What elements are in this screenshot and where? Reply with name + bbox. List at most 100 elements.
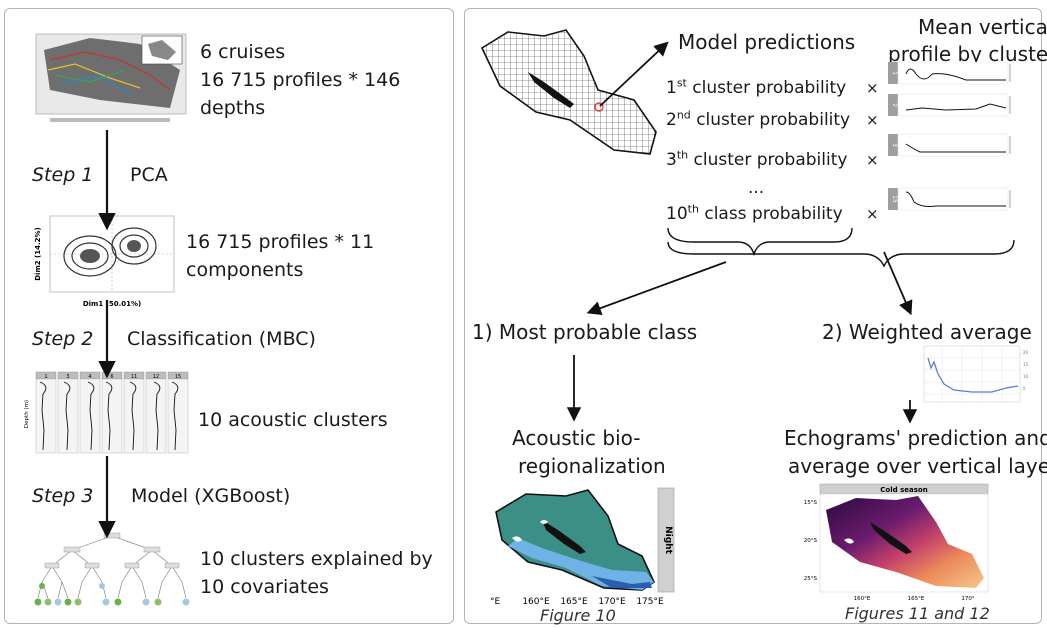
block1-line1: 6 cruises <box>200 41 286 63</box>
svg-text:10: 10 <box>1023 374 1029 379</box>
branch-arrows <box>566 251 918 424</box>
caption-figure-10: Figure 10 <box>540 606 616 625</box>
times-symbol-3: × <box>866 151 879 169</box>
map2-lat-1: 20°S <box>804 538 818 544</box>
profile-line <box>905 191 1006 207</box>
map2-title: Cold season <box>880 486 927 494</box>
map2-lat-0: 15°S <box>804 500 818 506</box>
bioregion-map: Night °E 160°E 165°E 170°E 175°E <box>482 486 686 610</box>
profile-frame <box>897 93 1009 117</box>
svg-text:20: 20 <box>1023 350 1029 355</box>
map1-tick-4: 175°E <box>636 597 664 607</box>
profile-badge-label: 15 <box>891 195 898 203</box>
map1-facet-label: Night <box>663 526 673 554</box>
option1-label: 1) Most probable class <box>472 320 698 344</box>
block1-line3: depths <box>200 97 266 119</box>
cluster-profile-line <box>171 381 179 451</box>
cluster-profiles-thumbnail: Depth (m) 1 3 4 6 11 12 15 <box>22 370 192 456</box>
cluster-profile-line <box>39 381 47 451</box>
cluster-panel <box>57 378 79 454</box>
step2-method: Classification (MBC) <box>127 328 316 350</box>
map1-tick-3: 170°E <box>598 597 626 607</box>
result1-line2: regionalization <box>518 454 666 478</box>
profile-frame <box>897 62 1009 85</box>
grid-map-thumbnail <box>474 20 664 160</box>
cluster-id-label: 15 <box>175 374 181 380</box>
mini-profile-plots: 1 2 3 15 <box>888 62 1011 211</box>
profile-badge <box>888 62 898 84</box>
map2-tick-0: 160°E <box>854 596 871 602</box>
step3-method: Model (XGBoost) <box>131 485 291 507</box>
profile-badge-label: 3 <box>891 143 898 147</box>
result2-line1: Echograms' prediction and <box>784 426 1047 450</box>
cluster-id-label: 3 <box>66 374 69 380</box>
times-symbol-4: × <box>866 205 879 223</box>
block2-line1: 16 715 profiles * 11 <box>186 231 375 253</box>
cluster-panel <box>101 378 123 454</box>
map1-tick-1: 160°E <box>522 597 550 607</box>
map2-lat-2: 25°S <box>804 576 818 582</box>
cluster-panel <box>145 378 167 454</box>
map-to-predictions-arrow <box>599 41 669 107</box>
svg-text:5: 5 <box>1023 386 1026 391</box>
row3-label: 3th cluster probability <box>666 148 848 170</box>
step3-label: Step 3 <box>32 485 94 507</box>
result1-line1: Acoustic bio- <box>512 426 641 450</box>
map1-tick-0: °E <box>490 597 501 607</box>
echogram-map: Cold season 15°S 20°S 25°S 160°E 165°E 1… <box>800 482 1000 608</box>
row4-label: 10th class probability <box>666 202 843 224</box>
map1-tick-2: 165°E <box>560 597 588 607</box>
weighted-average-thumbnail: 20 15 10 5 <box>922 344 1034 406</box>
row1-label: 1st cluster probability <box>666 76 847 98</box>
cluster-id-label: 11 <box>131 374 137 380</box>
left-flow-arrows <box>98 130 116 539</box>
map2-tick-2: 170° <box>961 596 974 602</box>
block1-line2: 16 715 profiles * 146 <box>200 69 401 91</box>
model-predictions-heading: Model predictions <box>678 30 856 54</box>
profile-badge <box>888 94 898 116</box>
cluster-panel <box>123 378 145 454</box>
cluster-id-label: 4 <box>88 374 91 380</box>
svg-text:15: 15 <box>1023 362 1029 367</box>
cluster-profile-line <box>87 381 95 451</box>
profile-badge-label: 1 <box>891 71 898 75</box>
times-symbol-1: × <box>866 79 879 97</box>
times-symbol-2: × <box>866 111 879 129</box>
cluster-profile-line <box>63 381 71 451</box>
caption-figures-11-12: Figures 11 and 12 <box>845 604 990 623</box>
pca-y-axis-label: Dim2 (14.2%) <box>34 227 42 281</box>
cluster-profile-line <box>105 381 113 451</box>
depth-axis-label: Depth (m) <box>24 400 30 428</box>
cluster-id-label: 12 <box>153 374 159 380</box>
cluster-profile-line <box>129 381 137 451</box>
profile-line <box>905 68 1006 81</box>
step2-label: Step 2 <box>32 328 94 350</box>
block4-line1: 10 clusters explained by <box>200 548 433 570</box>
pca-thumbnail: Dim1 (50.01%) Dim2 (14.2%) <box>30 212 180 312</box>
cluster-panel <box>35 378 57 454</box>
map2-tick-1: 165°E <box>908 596 925 602</box>
profile-line <box>905 103 1007 111</box>
block4-line2: 10 covariates <box>200 576 329 598</box>
profile-badge-label: 2 <box>891 103 898 107</box>
profile-frame <box>897 133 1009 157</box>
cruise-map-thumbnail <box>30 30 190 128</box>
cluster-id-label: 1 <box>44 374 47 380</box>
block2-line2: components <box>186 259 304 281</box>
cluster-profile-line <box>153 381 161 451</box>
decision-tree-thumbnail <box>30 530 195 620</box>
step1-method: PCA <box>130 164 168 186</box>
selection-braces <box>667 227 1015 268</box>
profile-frame <box>897 187 1009 211</box>
pca-x-axis-label: Dim1 (50.01%) <box>83 300 141 308</box>
option2-label: 2) Weighted average <box>822 320 1032 344</box>
ellipsis: ... <box>748 178 765 198</box>
result2-line2: average over vertical layers <box>788 454 1047 478</box>
row2-label: 2nd cluster probability <box>666 108 851 130</box>
mean-profile-heading-line1: Mean vertical <box>918 15 1047 39</box>
cluster-panel <box>167 378 189 454</box>
step1-label: Step 1 <box>32 164 94 186</box>
block3-line1: 10 acoustic clusters <box>198 409 388 431</box>
profile-badge <box>888 188 898 210</box>
profile-line <box>905 143 1006 153</box>
